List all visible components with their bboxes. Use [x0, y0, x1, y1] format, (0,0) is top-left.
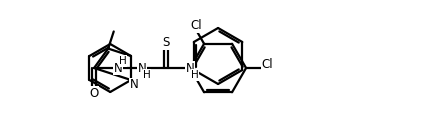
Text: N: N [186, 62, 194, 75]
Text: H: H [119, 56, 127, 66]
Text: N: N [114, 62, 122, 75]
Text: H: H [191, 70, 199, 80]
Text: O: O [89, 87, 99, 100]
Text: Cl: Cl [190, 19, 202, 32]
Text: N: N [138, 62, 146, 75]
Text: N: N [130, 79, 138, 91]
Text: H: H [143, 70, 151, 80]
Text: S: S [162, 36, 170, 49]
Text: Cl: Cl [261, 58, 273, 71]
